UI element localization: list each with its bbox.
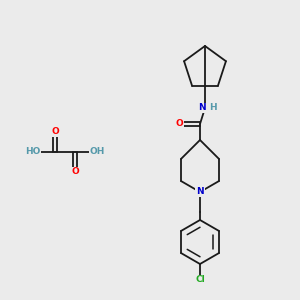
Text: HO: HO [25,148,41,157]
Text: Cl: Cl [195,275,205,284]
Text: OH: OH [89,148,105,157]
Text: N: N [198,103,206,112]
Text: O: O [51,128,59,136]
Text: O: O [71,167,79,176]
Text: N: N [196,188,204,196]
Text: H: H [209,103,217,112]
Text: O: O [175,119,183,128]
